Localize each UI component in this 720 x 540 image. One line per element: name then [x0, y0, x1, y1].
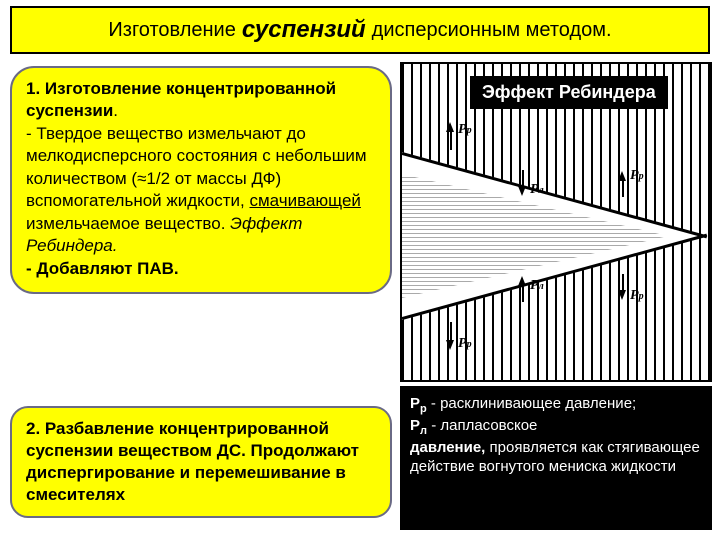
- step1-body-b: измельчаемое вещество.: [26, 214, 230, 233]
- legend-pr: Рр: [410, 395, 427, 412]
- label-pl-top: Рл: [530, 182, 544, 198]
- legend-box: Рр - расклинивающее давление; Рл - лапла…: [400, 386, 712, 530]
- step1-heading-a: 1. Изготовление концентрированной: [26, 79, 336, 98]
- step2-text: 2. Разбавление концентрированной суспенз…: [26, 419, 359, 504]
- arrow-down-icon: [446, 340, 454, 350]
- legend-pl: Рл: [410, 417, 427, 434]
- arrow-stem: [622, 179, 624, 197]
- legend-pr-text: - расклинивающее давление;: [431, 395, 636, 412]
- step1-underline: смачивающей: [249, 191, 360, 210]
- title-bold: суспензий: [242, 16, 366, 44]
- title-bar: Изготовление суспензий дисперсионным мет…: [10, 6, 710, 54]
- legend-bold2: давление,: [410, 439, 485, 456]
- label-pr-tip-top: Рр: [630, 168, 644, 184]
- label-pr-top: Рр: [458, 122, 472, 138]
- step-1-box: 1. Изготовление концентрированной суспен…: [10, 66, 392, 294]
- label-pl-bot: Рл: [530, 278, 544, 294]
- step-2-box: 2. Разбавление концентрированной суспенз…: [10, 406, 392, 518]
- arrow-stem: [450, 130, 452, 150]
- step1-pav: - Добавляют ПАВ.: [26, 259, 179, 278]
- arrow-down-icon: [618, 290, 626, 300]
- title-post: дисперсионным методом.: [372, 19, 612, 42]
- step1-heading-b: суспензии: [26, 101, 113, 120]
- label-pr-tip-bot: Рр: [630, 288, 644, 304]
- right-column: Рр Рр Рр Рр Рл Рл Эффект Ребиндера Рр - …: [400, 62, 712, 530]
- title-pre: Изготовление: [108, 19, 235, 42]
- legend-pl-text: - лапласовское: [431, 417, 537, 434]
- arrow-up-icon: [446, 122, 454, 132]
- arrow-down-icon: [518, 186, 526, 196]
- label-pr-bot: Рр: [458, 336, 472, 352]
- arrow-up-icon: [618, 171, 626, 181]
- arrow-up-icon: [518, 276, 526, 286]
- arrow-stem: [522, 284, 524, 302]
- arrow-stem: [450, 322, 452, 342]
- rehbinder-diagram: Рр Рр Рр Рр Рл Рл Эффект Ребиндера: [400, 62, 712, 382]
- diagram-title: Эффект Ребиндера: [470, 76, 668, 109]
